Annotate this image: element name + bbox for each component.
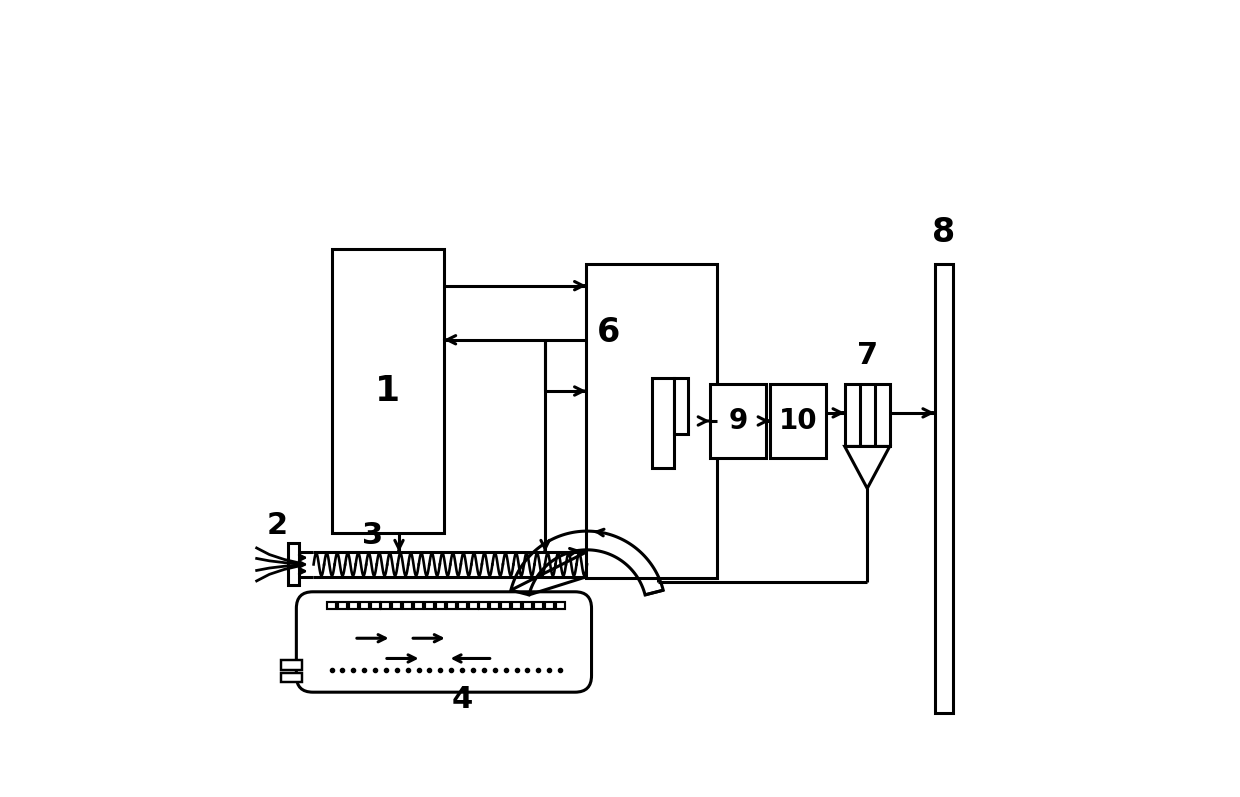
Text: 9: 9 — [728, 407, 748, 435]
Text: 3: 3 — [362, 521, 383, 550]
Bar — [587, 264, 718, 579]
Bar — [446, 602, 456, 609]
Bar — [403, 602, 412, 609]
Text: 10: 10 — [779, 407, 817, 435]
Bar — [523, 602, 532, 609]
Bar — [280, 660, 301, 669]
Bar — [414, 602, 423, 609]
Bar — [339, 602, 347, 609]
Bar — [512, 602, 521, 609]
Bar — [490, 602, 500, 609]
Bar — [675, 379, 688, 434]
Bar — [844, 383, 890, 446]
Bar — [469, 602, 477, 609]
Bar — [501, 602, 510, 609]
Bar — [280, 673, 301, 682]
Bar — [711, 383, 766, 458]
Text: 7: 7 — [857, 340, 878, 370]
Bar — [392, 602, 402, 609]
Bar — [348, 602, 358, 609]
Bar — [556, 602, 564, 609]
Bar — [436, 602, 445, 609]
Bar — [458, 602, 466, 609]
Bar — [360, 602, 368, 609]
Bar — [382, 602, 391, 609]
Text: 2: 2 — [267, 512, 288, 540]
Bar — [652, 379, 675, 468]
Bar — [288, 544, 299, 586]
Bar — [331, 249, 444, 533]
Bar — [533, 602, 543, 609]
Bar — [480, 602, 489, 609]
Text: 4: 4 — [453, 685, 474, 714]
Text: 1: 1 — [376, 374, 401, 408]
Bar — [770, 383, 826, 458]
Bar — [327, 602, 336, 609]
Bar — [371, 602, 379, 609]
Text: 6: 6 — [598, 316, 620, 349]
Bar — [935, 264, 954, 713]
Text: 8: 8 — [932, 216, 956, 249]
FancyBboxPatch shape — [296, 592, 591, 692]
Bar — [544, 602, 554, 609]
Bar — [425, 602, 434, 609]
